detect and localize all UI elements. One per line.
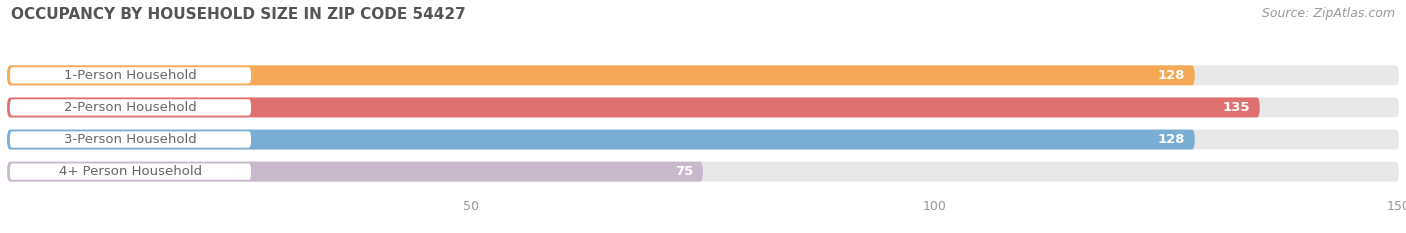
- FancyBboxPatch shape: [7, 65, 1195, 85]
- Text: 128: 128: [1159, 133, 1185, 146]
- FancyBboxPatch shape: [10, 164, 252, 180]
- FancyBboxPatch shape: [10, 99, 252, 116]
- Text: 1-Person Household: 1-Person Household: [65, 69, 197, 82]
- Text: 4+ Person Household: 4+ Person Household: [59, 165, 202, 178]
- Text: OCCUPANCY BY HOUSEHOLD SIZE IN ZIP CODE 54427: OCCUPANCY BY HOUSEHOLD SIZE IN ZIP CODE …: [11, 7, 465, 22]
- Text: 75: 75: [675, 165, 693, 178]
- FancyBboxPatch shape: [7, 65, 1399, 85]
- FancyBboxPatch shape: [7, 162, 703, 182]
- FancyBboxPatch shape: [7, 130, 1195, 150]
- Text: 2-Person Household: 2-Person Household: [65, 101, 197, 114]
- Text: Source: ZipAtlas.com: Source: ZipAtlas.com: [1261, 7, 1395, 20]
- FancyBboxPatch shape: [7, 162, 1399, 182]
- FancyBboxPatch shape: [7, 97, 1260, 117]
- FancyBboxPatch shape: [10, 67, 252, 83]
- Text: 135: 135: [1223, 101, 1250, 114]
- FancyBboxPatch shape: [10, 131, 252, 148]
- Text: 128: 128: [1159, 69, 1185, 82]
- Text: 3-Person Household: 3-Person Household: [65, 133, 197, 146]
- FancyBboxPatch shape: [7, 130, 1399, 150]
- FancyBboxPatch shape: [7, 97, 1399, 117]
